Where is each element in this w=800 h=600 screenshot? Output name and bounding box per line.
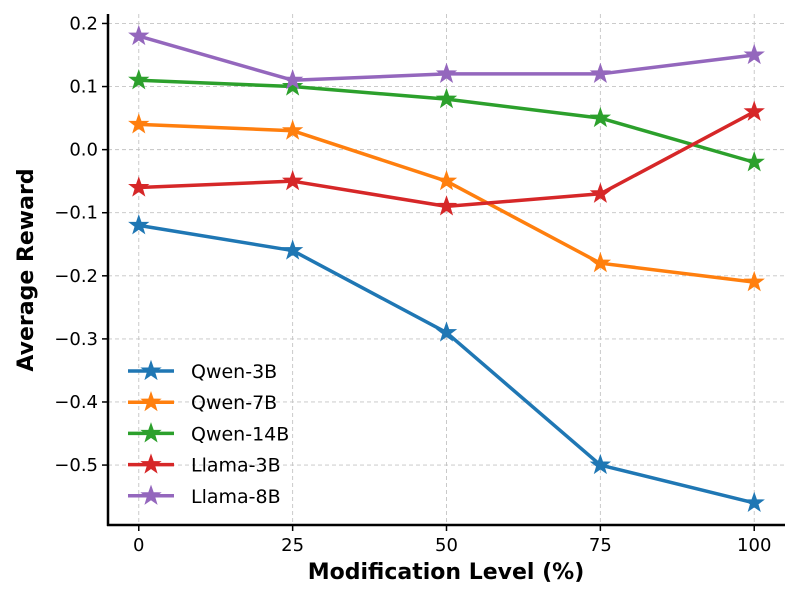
data-point-star — [435, 87, 458, 109]
y-tick-label: −0.3 — [54, 329, 98, 350]
x-tick-label: 75 — [589, 535, 612, 556]
series-llama-3b — [128, 100, 765, 216]
data-point-star — [128, 214, 150, 235]
legend-entry: Qwen-7B — [128, 390, 277, 414]
data-point-star — [743, 100, 765, 121]
data-point-star — [589, 182, 612, 203]
data-point-star — [743, 151, 765, 172]
x-tick-label: 100 — [737, 535, 771, 556]
series-qwen-14b — [128, 69, 765, 172]
data-point-star — [128, 24, 150, 46]
series-qwen-3b — [128, 214, 765, 512]
legend-star-marker — [140, 453, 162, 474]
legend-entry: Llama-8B — [128, 484, 281, 508]
data-point-star — [743, 43, 765, 65]
data-point-star — [589, 251, 612, 273]
x-axis-title: Modification Level (%) — [308, 560, 585, 585]
y-tick-label: −0.4 — [54, 392, 98, 413]
legend-label: Qwen-7B — [191, 392, 277, 414]
legend: Qwen-3B Qwen-7B Qwen-14B Llama-3B Llama-8B — [128, 359, 289, 508]
series-llama-8b — [128, 24, 765, 90]
data-point-star — [435, 169, 458, 191]
data-point-star — [281, 169, 304, 191]
data-point-star — [589, 106, 612, 128]
series-qwen-7b — [128, 113, 765, 292]
legend-star-marker — [140, 390, 162, 412]
data-point-star — [435, 321, 458, 342]
x-tick-label: 25 — [281, 535, 304, 556]
data-point-star — [743, 491, 765, 512]
data-point-star — [281, 75, 304, 96]
legend-star-marker — [140, 359, 162, 381]
legend-entry: Qwen-14B — [128, 422, 289, 445]
data-point-star — [589, 62, 612, 84]
data-point-star — [281, 69, 304, 90]
legend-label: Llama-3B — [191, 455, 281, 477]
series-lines — [128, 24, 765, 512]
y-axis-title: Average Reward — [14, 168, 39, 371]
ticks: 0 25 50 75 100 0.2 0.1 0.0 −0.1 −0.2 −0.3 −0.4 −0.5 — [54, 13, 771, 556]
y-tick-label: 0.2 — [69, 13, 98, 34]
y-tick-label: −0.2 — [54, 266, 98, 287]
data-point-star — [281, 119, 304, 140]
data-point-star — [128, 113, 150, 134]
legend-star-marker — [140, 422, 162, 443]
data-point-star — [128, 176, 150, 197]
legend-label: Llama-8B — [191, 486, 281, 508]
y-tick-label: −0.1 — [54, 203, 98, 224]
data-point-star — [435, 62, 458, 84]
legend-entry: Llama-3B — [128, 453, 281, 477]
legend-entry: Qwen-3B — [128, 359, 277, 383]
grid — [108, 14, 785, 525]
y-tick-label: 0.0 — [69, 140, 98, 161]
y-tick-label: 0.1 — [69, 77, 98, 98]
legend-label: Qwen-14B — [191, 423, 289, 445]
legend-label: Qwen-3B — [191, 361, 277, 383]
data-point-star — [435, 195, 458, 216]
legend-star-marker — [140, 484, 162, 505]
x-tick-label: 50 — [435, 535, 458, 556]
data-point-star — [281, 239, 304, 260]
data-point-star — [589, 453, 612, 475]
data-point-star — [743, 270, 765, 292]
data-point-star — [128, 69, 150, 90]
x-tick-label: 0 — [133, 535, 144, 556]
y-tick-label: −0.5 — [54, 455, 98, 476]
